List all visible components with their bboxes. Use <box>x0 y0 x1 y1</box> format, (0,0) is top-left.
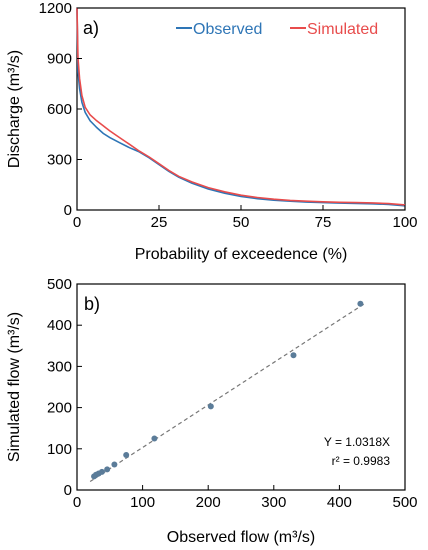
panel-a-plot-area <box>76 7 406 211</box>
series-line-simulated <box>76 7 406 206</box>
y-tick-label: 0 <box>64 202 72 219</box>
y-tick-label: 600 <box>47 101 72 118</box>
scatter-point <box>98 468 105 475</box>
y-tick-label: 200 <box>47 400 72 417</box>
panel-b-y-ticks: 0 100 200 300 400 500 <box>47 276 82 499</box>
y-tick-label: 400 <box>47 317 72 334</box>
scatter-point <box>207 403 214 410</box>
x-tick-label: 300 <box>261 494 286 511</box>
x-tick-label: 75 <box>315 214 332 231</box>
scatter-point <box>123 451 130 458</box>
scatter-point <box>111 461 118 468</box>
panel-b-plot-area <box>76 283 406 491</box>
panel-a-label: a) <box>83 18 99 38</box>
scatter-point <box>357 300 364 307</box>
panel-a-x-ticks: 0 25 50 75 100 <box>73 205 418 231</box>
panel-b-y-axis-label: Simulated flow (m³/s) <box>6 312 23 462</box>
y-tick-label: 300 <box>47 358 72 375</box>
panel-b-x-axis-label: Observed flow (m³/s) <box>167 529 315 546</box>
x-tick-label: 0 <box>73 494 81 511</box>
scatter-point <box>104 466 111 473</box>
y-tick-label: 900 <box>47 51 72 68</box>
y-tick-label: 300 <box>47 152 72 169</box>
x-tick-label: 400 <box>327 494 352 511</box>
panel-a-y-axis-label: Discharge (m³/s) <box>6 50 23 168</box>
x-tick-label: 500 <box>392 494 417 511</box>
scatter-point <box>290 352 297 359</box>
y-tick-label: 500 <box>47 276 72 293</box>
x-tick-label: 50 <box>233 214 250 231</box>
panel-a-series-group <box>76 7 406 207</box>
y-tick-label: 1200 <box>39 0 72 17</box>
panel-b-annotation-r-squared: r² = 0.9983 <box>332 454 391 468</box>
panel-b-points-group <box>91 300 364 480</box>
trendline <box>89 302 366 483</box>
panel-a-x-axis-label: Probability of exceedence (%) <box>135 246 348 263</box>
panel-b-label: b) <box>84 294 100 314</box>
panel-a-flow-duration-curve: 0 300 600 900 1200 0 25 50 75 100 a) Observed Sim… <box>6 0 418 263</box>
panel-a-legend: Observed Simulated <box>176 21 378 38</box>
x-tick-label: 100 <box>392 214 417 231</box>
panel-a-y-ticks: 0 300 600 900 1200 <box>39 0 82 219</box>
y-tick-label: 0 <box>64 482 72 499</box>
panel-b-x-ticks: 0 100 200 300 400 500 <box>73 485 418 511</box>
legend-label-observed: Observed <box>193 21 262 38</box>
legend-label-simulated: Simulated <box>307 21 378 38</box>
x-tick-label: 200 <box>196 494 221 511</box>
panel-b-annotation-equation: Y = 1.0318X <box>324 435 390 449</box>
panel-b-trendline-group <box>89 302 366 483</box>
x-tick-label: 100 <box>130 494 155 511</box>
x-tick-label: 25 <box>151 214 168 231</box>
scatter-point <box>151 435 158 442</box>
panel-b-scatter: 0 100 200 300 400 500 0 100 200 300 400 500 b) Y =… <box>6 276 418 546</box>
y-tick-label: 100 <box>47 441 72 458</box>
x-tick-label: 0 <box>73 214 81 231</box>
